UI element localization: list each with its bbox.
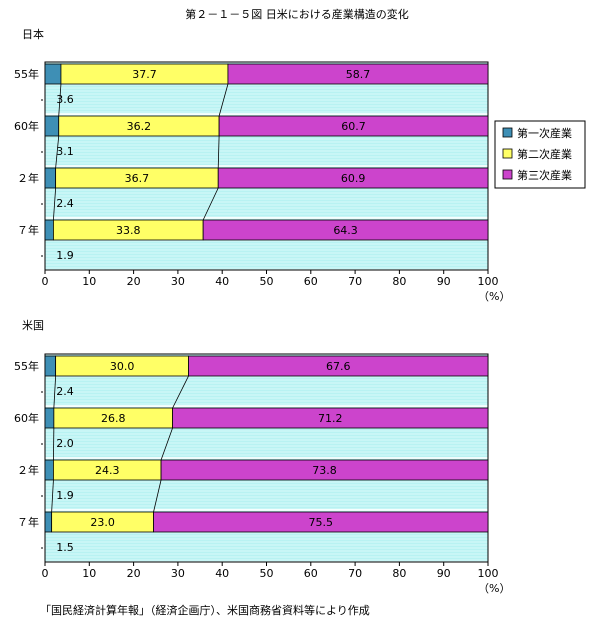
jp-x-tick-label: 50	[260, 275, 274, 288]
jp-primary-connector	[53, 187, 57, 221]
us-x-tick-label: 60	[304, 567, 318, 580]
jp-bar-1-0	[44, 63, 62, 85]
us-value-label: 67.6	[326, 360, 351, 373]
us-x-tick-label: 100	[478, 567, 499, 580]
legend-label-1: 第一次産業	[517, 126, 572, 140]
jp-x-tick-label: 90	[437, 275, 451, 288]
us-value-label: 71.2	[318, 412, 343, 425]
jp-bar-1-3	[44, 219, 54, 241]
japan-panel-label: 日本	[22, 28, 44, 41]
legend-swatch-3	[502, 169, 513, 180]
jp-x-tick-label: 60	[304, 275, 318, 288]
us-bar-1-2	[44, 459, 54, 481]
jp-x-tick-label: 20	[127, 275, 141, 288]
us-bar-1-1	[44, 407, 55, 429]
us-plot: 30.0 67.6 2.4 55年 26.8 71.2 2.0 60年 24.3 73.8 1.9 ２…	[14, 353, 499, 580]
jp-bar-1-2	[44, 167, 57, 189]
us-value-label: 75.5	[309, 516, 334, 529]
us-x-tick-label: 20	[127, 567, 141, 580]
us-value-label: 73.8	[312, 464, 337, 477]
us-bar-1-3	[44, 511, 53, 533]
jp-connector-line	[202, 187, 219, 221]
us-category-label: ７年	[17, 515, 39, 529]
legend-swatch-1	[502, 127, 513, 138]
figure-title: 第２－１－５図 日米における産業構造の変化	[185, 8, 409, 21]
us-primary-value-label: 1.5	[56, 541, 74, 554]
us-bar-3-1	[172, 407, 489, 429]
jp-bar-3-2	[217, 167, 489, 189]
jp-primary-value-label: 1.9	[56, 249, 74, 262]
jp-x-tick-label: 30	[171, 275, 185, 288]
legend-label-3: 第三次産業	[517, 168, 572, 182]
us-x-tick-label: 70	[348, 567, 362, 580]
us-value-label: 23.0	[90, 516, 115, 529]
us-value-label: 24.3	[95, 464, 120, 477]
us-category-label: ２年	[17, 463, 39, 477]
jp-x-tick-label: 70	[348, 275, 362, 288]
jp-value-label: 37.7	[132, 68, 157, 81]
jp-value-label: 60.9	[341, 172, 366, 185]
jp-plot: 37.7 58.7 3.6 55年 36.2 60.7 3.1 60年 36.7 60.9 2.4 ２…	[14, 61, 499, 288]
jp-value-label: 60.7	[341, 120, 366, 133]
us-primary-connector	[51, 479, 54, 513]
jp-category-label: ７年	[17, 223, 39, 237]
us-connector-line	[160, 427, 173, 461]
jp-category-label: 60年	[14, 119, 39, 133]
jp-bar-3-0	[227, 63, 489, 85]
jp-x-tick-label: 40	[215, 275, 229, 288]
us-category-label: 55年	[14, 359, 39, 373]
jp-category-label: ２年	[17, 171, 39, 185]
us-panel-label: 米国	[22, 319, 44, 332]
jp-bar-3-1	[218, 115, 489, 137]
jp-primary-value-label: 3.6	[56, 93, 74, 106]
us-bar-1-0	[44, 355, 57, 377]
jp-primary-connector	[55, 135, 60, 169]
jp-primary-connector	[58, 83, 62, 117]
jp-value-label: 33.8	[116, 224, 141, 237]
us-x-tick-label: 0	[42, 567, 49, 580]
us-bar-3-3	[153, 511, 489, 533]
us-bar-3-2	[160, 459, 489, 481]
jp-primary-value-label: 3.1	[56, 145, 74, 158]
jp-category-label: 55年	[14, 67, 39, 81]
jp-x-tick-label: 100	[478, 275, 499, 288]
jp-primary-value-label: 2.4	[56, 197, 74, 210]
legend-swatch-2	[502, 148, 513, 159]
jp-connector-line	[218, 83, 229, 117]
jp-x-tick-label: 10	[82, 275, 96, 288]
jp-value-label: 64.3	[333, 224, 358, 237]
us-x-tick-label: 80	[392, 567, 406, 580]
us-x-unit: （%）	[478, 582, 511, 595]
jp-x-tick-label: 80	[392, 275, 406, 288]
us-primary-connector	[53, 375, 57, 409]
us-x-tick-label: 10	[82, 567, 96, 580]
us-x-tick-label: 90	[437, 567, 451, 580]
jp-connector-line	[217, 135, 220, 169]
legend-label-2: 第二次産業	[517, 147, 572, 161]
jp-bar-1-1	[44, 115, 60, 137]
jp-x-tick-label: 0	[42, 275, 49, 288]
us-value-label: 26.8	[101, 412, 126, 425]
jp-bar-3-3	[202, 219, 489, 241]
jp-value-label: 36.7	[125, 172, 150, 185]
us-bar-3-0	[188, 355, 489, 377]
us-primary-value-label: 2.4	[56, 385, 74, 398]
jp-value-label: 58.7	[346, 68, 371, 81]
us-x-tick-label: 30	[171, 567, 185, 580]
japan-x-unit: （%）	[478, 290, 511, 303]
us-connector-line	[172, 375, 189, 409]
source-note: 「国民経済計算年報」（経済企画庁）、米国商務省資料等により作成	[40, 604, 370, 617]
us-category-label: 60年	[14, 411, 39, 425]
us-x-tick-label: 40	[215, 567, 229, 580]
us-x-tick-label: 50	[260, 567, 274, 580]
us-value-label: 30.0	[110, 360, 135, 373]
jp-value-label: 36.2	[127, 120, 152, 133]
us-primary-value-label: 2.0	[56, 437, 74, 450]
us-primary-value-label: 1.9	[56, 489, 74, 502]
us-connector-line	[153, 479, 162, 513]
